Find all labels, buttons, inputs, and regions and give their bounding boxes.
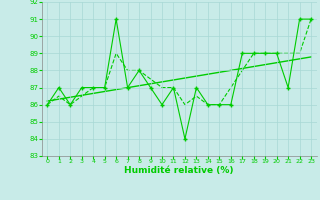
X-axis label: Humidité relative (%): Humidité relative (%)	[124, 166, 234, 175]
